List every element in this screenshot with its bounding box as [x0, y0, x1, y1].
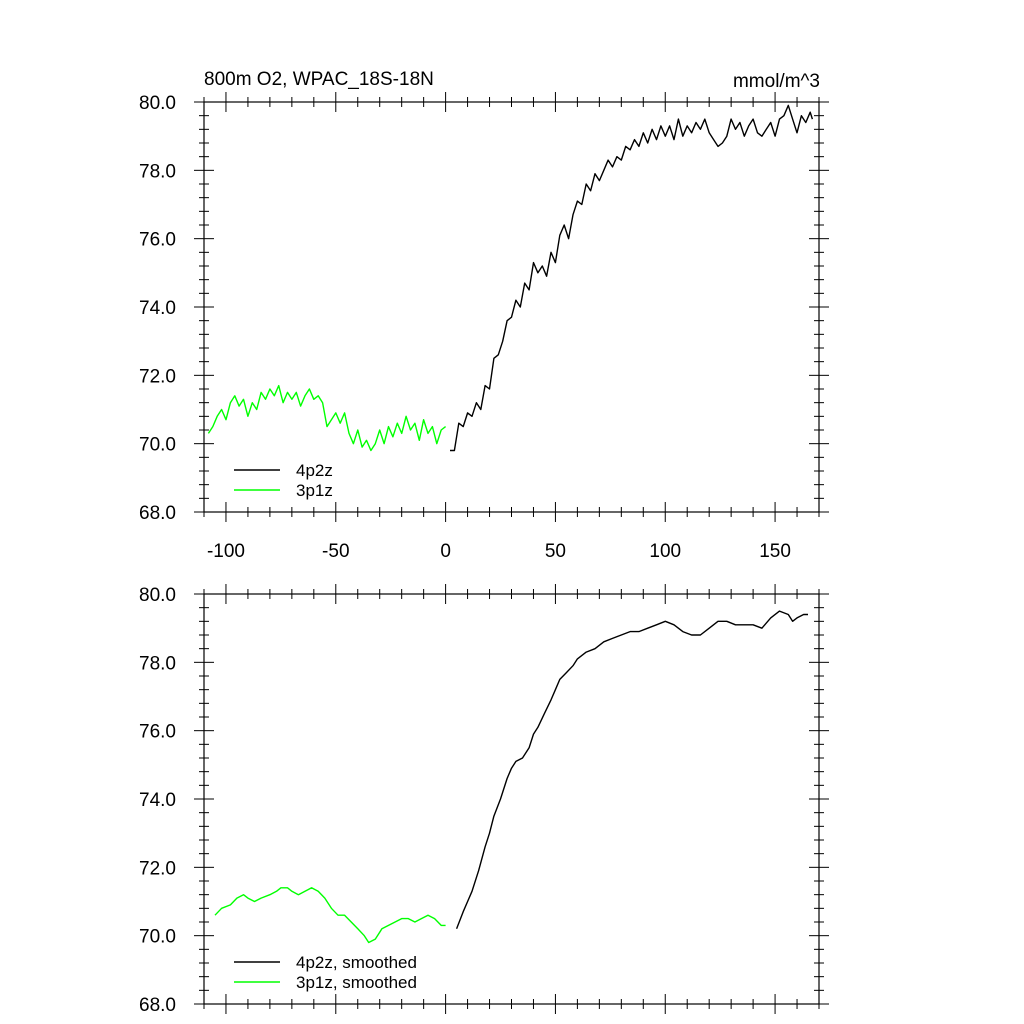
series-top: [207, 104, 814, 452]
legend-label-4p2z: 4p2z: [296, 461, 333, 480]
legend-label-3p1z-smoothed: 3p1z, smoothed: [296, 973, 417, 992]
plot-frame-bottom: [203, 593, 820, 1005]
units-label: mmol/m^3: [733, 71, 820, 92]
series-line-4p2z-smoothed: [455, 610, 808, 930]
bottom-panel: 68.0 70.0 72.0 74.0 76.0 78.0 80.0 4p2z, smoot…: [139, 584, 829, 1016]
legend-label-3p1z: 3p1z: [296, 481, 333, 500]
y-tick-label: 74.0: [139, 790, 176, 811]
axes-bottom: 68.0 70.0 72.0 74.0 76.0 78.0 80.0: [139, 584, 829, 1016]
y-tick-label: 68.0: [139, 995, 176, 1016]
legend-bottom: 4p2z, smoothed 3p1z, smoothed: [234, 953, 417, 992]
y-tick-label: 80.0: [139, 93, 176, 114]
y-tick-label: 70.0: [139, 927, 176, 948]
y-tick-label: 80.0: [139, 585, 176, 606]
y-tick-label: 72.0: [139, 858, 176, 879]
y-tick-label: 68.0: [139, 503, 176, 524]
axes-top: 68.0 70.0 72.0 74.0 76.0 78.0 80.0 -100 -50 0 50 10…: [139, 92, 829, 562]
y-tick-label: 78.0: [139, 653, 176, 674]
series-line-3p1z-smoothed: [214, 887, 446, 944]
series-bottom: [214, 610, 808, 944]
x-tick-label: 100: [649, 541, 681, 562]
y-tick-label: 72.0: [139, 366, 176, 387]
y-tick-label: 76.0: [139, 230, 176, 251]
x-tick-label: 50: [545, 541, 566, 562]
chart-title: 800m O2, WPAC_18S-18N: [204, 69, 434, 90]
y-tick-label: 78.0: [139, 161, 176, 182]
x-tick-label: 0: [440, 541, 451, 562]
x-tick-label: -100: [207, 541, 245, 562]
legend-label-4p2z-smoothed: 4p2z, smoothed: [296, 953, 417, 972]
x-tick-label: -50: [322, 541, 349, 562]
series-line-4p2z: [450, 104, 814, 452]
series-line-3p1z: [207, 384, 447, 452]
plot-frame-top: [203, 101, 820, 513]
y-tick-label: 76.0: [139, 722, 176, 743]
top-panel: 800m O2, WPAC_18S-18N mmol/m^3 68.0 70.0 7…: [139, 69, 829, 562]
y-tick-label: 74.0: [139, 298, 176, 319]
x-tick-label: 150: [759, 541, 791, 562]
y-tick-label: 70.0: [139, 435, 176, 456]
legend-top: 4p2z 3p1z: [234, 461, 333, 500]
